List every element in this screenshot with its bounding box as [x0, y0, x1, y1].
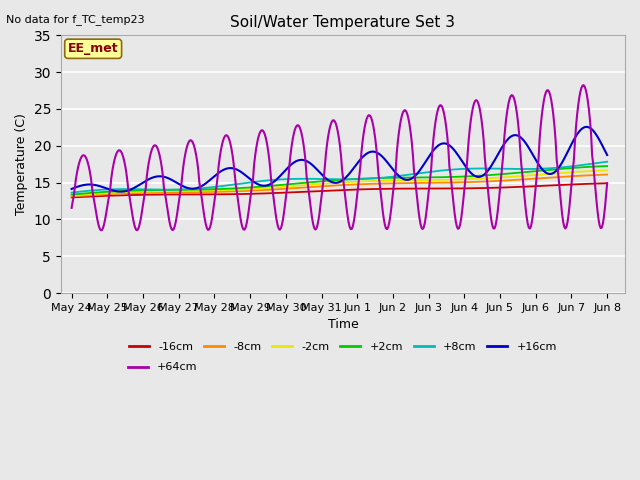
Title: Soil/Water Temperature Set 3: Soil/Water Temperature Set 3	[230, 15, 456, 30]
Text: No data for f_TC_temp23: No data for f_TC_temp23	[6, 14, 145, 25]
Legend: +64cm: +64cm	[124, 358, 202, 377]
Text: EE_met: EE_met	[68, 42, 118, 55]
X-axis label: Time: Time	[328, 318, 358, 331]
Y-axis label: Temperature (C): Temperature (C)	[15, 113, 28, 215]
